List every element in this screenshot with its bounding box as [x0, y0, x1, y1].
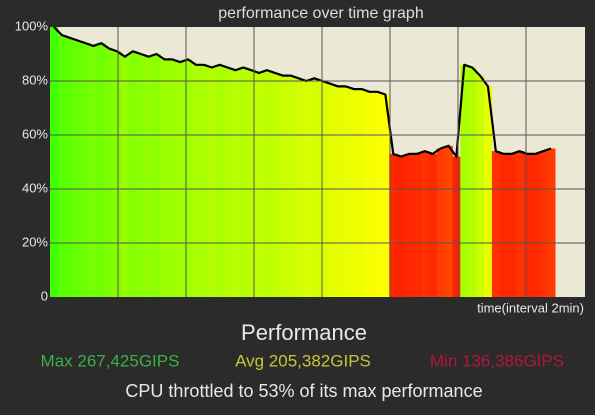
bar	[270, 72, 280, 298]
bar	[263, 70, 272, 297]
bar	[207, 67, 217, 297]
bar	[357, 89, 367, 297]
bar	[105, 48, 114, 297]
bar	[136, 54, 146, 297]
y-tick-label: 40%	[22, 180, 48, 195]
y-tick-label: 0	[41, 288, 48, 303]
avg-stat: Avg 205,382GIPS	[235, 351, 371, 370]
y-tick-label: 100%	[15, 18, 49, 33]
bar	[326, 83, 335, 297]
bar	[412, 153, 422, 297]
bar	[247, 70, 256, 297]
vertical-grid	[117, 27, 527, 297]
bar	[239, 67, 248, 297]
bar	[428, 153, 438, 297]
bar	[128, 51, 138, 297]
bar	[310, 78, 319, 297]
bar	[460, 64, 469, 297]
bar	[365, 91, 375, 297]
bar	[144, 56, 154, 298]
bar	[81, 43, 90, 298]
bar	[89, 45, 98, 298]
bar	[405, 153, 414, 297]
bar	[65, 37, 75, 298]
bar	[381, 94, 390, 297]
bar	[341, 86, 351, 298]
y-tick-label: 60%	[22, 126, 48, 141]
bar	[278, 75, 288, 297]
bar	[389, 153, 398, 297]
min-stat: Min 136,386GIPS	[430, 351, 564, 370]
bar	[223, 67, 232, 297]
bar	[255, 72, 264, 298]
bar	[152, 54, 161, 297]
bar	[476, 75, 485, 297]
bar	[436, 148, 446, 297]
bar	[215, 64, 225, 297]
bar	[547, 148, 556, 297]
bar	[50, 27, 59, 297]
bar	[160, 59, 169, 298]
bar	[444, 145, 453, 297]
performance-line	[53, 26, 552, 158]
chart-title: performance over time graph	[218, 5, 423, 22]
bar	[349, 89, 359, 297]
bar	[57, 35, 67, 297]
bar	[121, 56, 130, 298]
bar	[523, 153, 532, 297]
bar	[199, 64, 209, 297]
bar	[452, 156, 461, 297]
bar	[420, 151, 430, 297]
bar	[515, 151, 524, 297]
bar	[294, 78, 303, 297]
max-stat: Max 267,425GIPS	[41, 351, 180, 370]
bar	[73, 40, 83, 297]
bar	[97, 43, 106, 298]
bar	[397, 156, 406, 297]
bar	[539, 151, 548, 297]
throttle-message: CPU throttled to 53% of its max performa…	[125, 381, 482, 401]
bar	[507, 153, 517, 297]
bar	[373, 91, 382, 297]
summary-heading: Performance	[241, 320, 367, 345]
bar	[113, 51, 122, 297]
bar	[176, 62, 185, 297]
y-tick-label: 20%	[22, 234, 48, 249]
bar	[168, 59, 177, 298]
bar	[192, 64, 201, 297]
bar	[491, 151, 501, 297]
bar	[531, 153, 540, 297]
x-axis-label: time(interval 2min)	[477, 300, 584, 315]
y-tick-label: 80%	[22, 72, 48, 87]
bar	[483, 86, 493, 298]
bar	[334, 86, 343, 298]
bar	[468, 67, 477, 297]
bar	[499, 153, 509, 297]
bar	[231, 70, 240, 297]
bar	[286, 75, 296, 297]
bar	[184, 59, 193, 298]
